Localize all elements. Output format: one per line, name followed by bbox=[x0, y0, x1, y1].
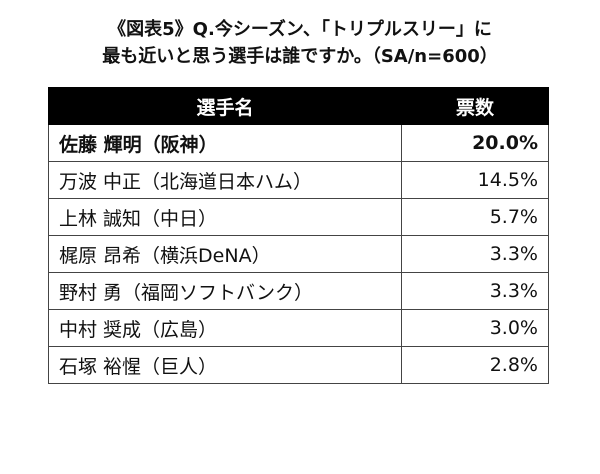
header-row: 選手名 票数 bbox=[48, 87, 549, 125]
vote-share: 3.0% bbox=[401, 309, 549, 347]
table-row: 梶原 昂希（横浜DeNA） 3.3% bbox=[48, 235, 549, 273]
title-line: 最も近いと思う選手は誰ですか。（SA/n=600） bbox=[102, 46, 498, 67]
vote-table: 選手名 票数 佐藤 輝明（阪神） 20.0% 万波 中正（北海道日本ハム） 14.5%… bbox=[48, 87, 549, 384]
vote-share: 5.7% bbox=[401, 198, 549, 236]
player-name: 梶原 昂希（横浜DeNA） bbox=[48, 235, 402, 273]
table-row: 石塚 裕惺（巨人） 2.8% bbox=[48, 346, 549, 384]
column-header: 票数 bbox=[401, 87, 549, 125]
player-name: 佐藤 輝明（阪神） bbox=[48, 124, 402, 162]
table-row: 万波 中正（北海道日本ハム） 14.5% bbox=[48, 161, 549, 199]
vote-share: 2.8% bbox=[401, 346, 549, 384]
vote-share: 3.3% bbox=[401, 235, 549, 273]
vote-share: 14.5% bbox=[401, 161, 549, 199]
table-row: 佐藤 輝明（阪神） 20.0% bbox=[48, 124, 549, 162]
vote-share: 3.3% bbox=[401, 272, 549, 310]
table-body: 佐藤 輝明（阪神） 20.0% 万波 中正（北海道日本ハム） 14.5% 上林 誠知（中… bbox=[48, 124, 549, 384]
title-line: 《図表5》Q.今シーズン、「トリプルスリー」に bbox=[108, 19, 492, 40]
table-row: 中村 奨成（広島） 3.0% bbox=[48, 309, 549, 347]
title: 《図表5》Q.今シーズン、「トリプルスリー」に 最も近いと思う選手は誰ですか。（… bbox=[0, 16, 600, 70]
player-name: 石塚 裕惺（巨人） bbox=[48, 346, 402, 384]
player-name: 上林 誠知（中日） bbox=[48, 198, 402, 236]
table-row: 上林 誠知（中日） 5.7% bbox=[48, 198, 549, 236]
vote-share: 20.0% bbox=[401, 124, 549, 162]
player-name: 野村 勇（福岡ソフトバンク） bbox=[48, 272, 402, 310]
player-name: 中村 奨成（広島） bbox=[48, 309, 402, 347]
player-name: 万波 中正（北海道日本ハム） bbox=[48, 161, 402, 199]
column-header: 選手名 bbox=[48, 87, 402, 125]
table-row: 野村 勇（福岡ソフトバンク） 3.3% bbox=[48, 272, 549, 310]
